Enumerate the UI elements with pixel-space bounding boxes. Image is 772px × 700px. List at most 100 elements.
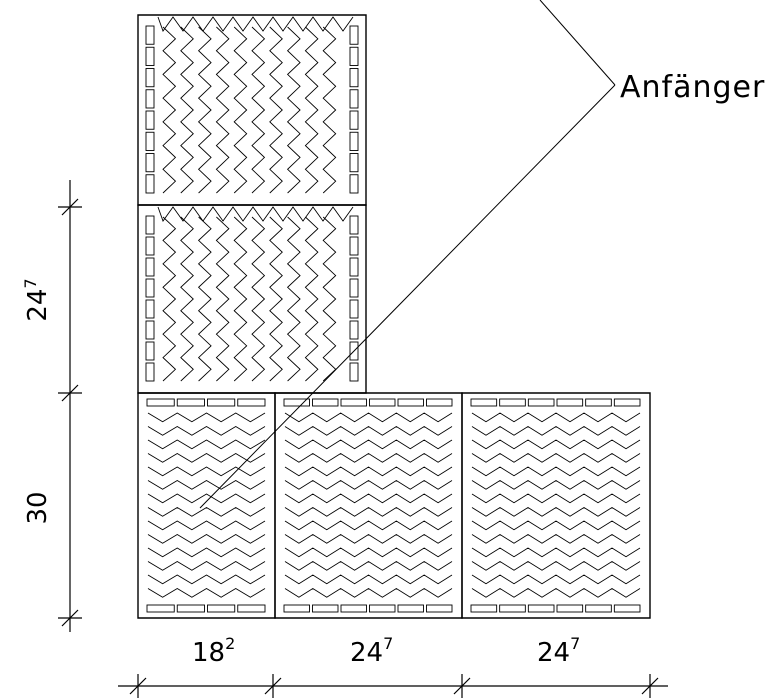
cell-web	[284, 412, 453, 423]
vertical-dim-label-upper: 247	[21, 278, 53, 321]
cell-web	[471, 574, 641, 585]
cell-web	[284, 466, 453, 477]
cell-slot	[349, 46, 359, 66]
horizontal-dim-3-base: 24	[537, 638, 570, 668]
cell-slot	[349, 278, 359, 298]
cell-slot	[349, 341, 359, 361]
cell-slot	[349, 299, 359, 319]
horizontal-dim-2-sup: 7	[383, 634, 393, 653]
cell-web	[147, 493, 266, 504]
cell-web	[471, 506, 641, 517]
cell-web	[147, 533, 266, 544]
cell-slot	[176, 604, 205, 613]
cell-web	[147, 439, 266, 450]
cell-web	[284, 520, 453, 531]
callout-leaders	[199, 0, 616, 509]
cell-web	[162, 216, 177, 382]
cell-slot	[145, 89, 155, 109]
cell-slot	[369, 604, 396, 613]
brick-top-vertical	[137, 14, 367, 206]
cell-slot	[470, 398, 498, 407]
cell-slot	[397, 604, 424, 613]
cell-slot	[349, 174, 359, 194]
cell-web	[215, 26, 230, 194]
cell-slot	[426, 604, 453, 613]
cell-slot	[283, 398, 310, 407]
cell-slot	[340, 604, 367, 613]
cell-web	[471, 533, 641, 544]
cell-slot	[237, 604, 266, 613]
cell-edge-zigzag	[157, 206, 354, 222]
cell-slot	[349, 320, 359, 340]
cell-slot	[145, 46, 155, 66]
cell-web	[322, 26, 337, 194]
cell-web	[284, 479, 453, 490]
cell-slot	[207, 398, 236, 407]
cell-web	[215, 216, 230, 382]
cell-web	[147, 466, 266, 477]
cell-slot	[349, 153, 359, 173]
cell-web	[162, 26, 177, 194]
cell-slot	[176, 398, 205, 407]
cell-slot	[349, 110, 359, 130]
cell-slot	[340, 398, 367, 407]
cell-web	[284, 452, 453, 463]
cell-slot	[527, 604, 555, 613]
cell-slot	[349, 236, 359, 256]
cell-web	[251, 216, 266, 382]
cell-web	[284, 533, 453, 544]
cell-web	[180, 216, 194, 382]
cell-web	[471, 452, 641, 463]
cell-slot	[145, 68, 155, 88]
cell-web	[284, 493, 453, 504]
cell-slot	[349, 215, 359, 235]
cell-slot	[613, 604, 641, 613]
horizontal-dim-label-3: 247	[537, 634, 580, 668]
cell-slot	[145, 362, 155, 382]
horizontal-dim-label-2: 247	[350, 634, 393, 668]
horizontal-tick-2-slash	[264, 677, 282, 695]
cell-web	[471, 587, 641, 598]
cell-web	[197, 216, 212, 382]
cell-web	[471, 466, 641, 477]
cell-web	[286, 216, 301, 382]
cell-slot	[349, 25, 359, 45]
cell-slot	[145, 320, 155, 340]
bricks	[137, 14, 651, 619]
cell-slot	[145, 131, 155, 151]
cell-slot	[349, 68, 359, 88]
cell-web	[147, 547, 266, 558]
cell-slot	[527, 398, 555, 407]
cell-web	[251, 26, 266, 194]
cell-web	[147, 452, 266, 463]
cell-web	[471, 439, 641, 450]
cell-slot	[283, 604, 310, 613]
cell-web	[147, 587, 266, 598]
cell-slot	[426, 398, 453, 407]
cell-web	[147, 479, 266, 490]
cell-slot	[145, 174, 155, 194]
cell-web	[284, 560, 453, 571]
horizontal-dimension	[118, 674, 668, 698]
cell-web	[269, 216, 283, 382]
cell-web	[284, 439, 453, 450]
cell-slot	[556, 398, 584, 407]
cell-web	[471, 493, 641, 504]
cell-web	[471, 412, 641, 423]
cell-slot	[237, 398, 266, 407]
leader-line-bottom	[199, 84, 616, 509]
cell-web	[284, 425, 453, 436]
vertical-tick-1-slash	[61, 198, 79, 216]
brick-bottom-right	[461, 392, 651, 619]
horizontal-dim-2-base: 24	[350, 638, 383, 668]
cell-web	[197, 26, 212, 194]
cell-slot	[145, 299, 155, 319]
cell-web	[471, 520, 641, 531]
brick-middle-vertical	[137, 204, 367, 394]
cell-slot	[369, 398, 396, 407]
cell-web	[233, 216, 248, 382]
cell-slot	[207, 604, 236, 613]
cell-slot	[145, 236, 155, 256]
cell-slot	[145, 110, 155, 130]
leader-line-top	[539, 0, 616, 86]
